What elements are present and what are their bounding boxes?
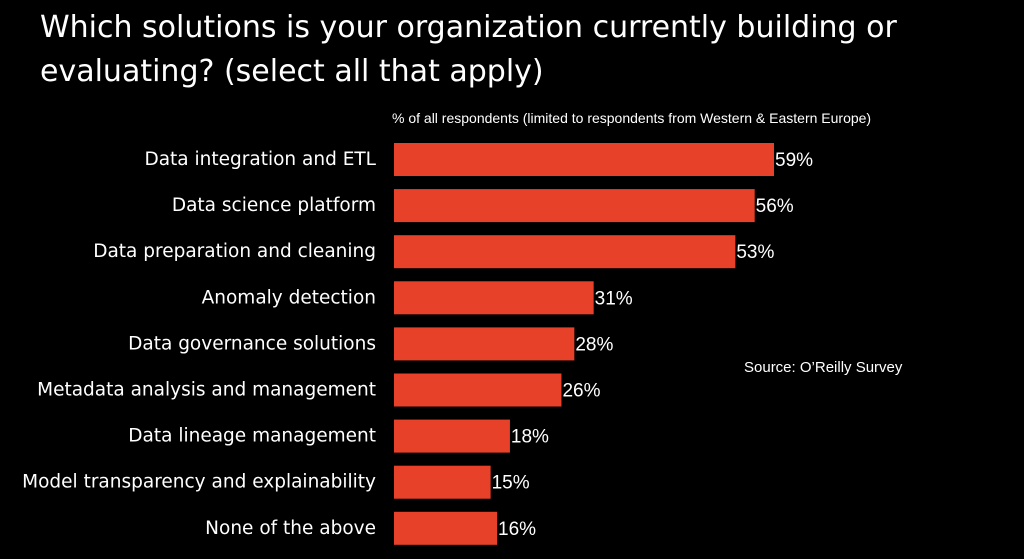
value-label: 16% xyxy=(498,519,536,540)
category-label: Data preparation and cleaning xyxy=(93,241,376,262)
bar-data-lineage-management xyxy=(394,419,510,453)
bar-data-science-platform xyxy=(394,189,755,223)
category-label: Data integration and ETL xyxy=(144,149,376,170)
value-label: 53% xyxy=(736,242,774,263)
bar-model-transparency-and-explainability xyxy=(394,465,491,499)
value-label: 59% xyxy=(775,150,813,171)
source-note: Source: O’Reilly Survey xyxy=(744,359,903,376)
category-label: Data science platform xyxy=(172,195,376,216)
bar-data-preparation-and-cleaning xyxy=(394,235,736,269)
chart-title: Which solutions is your organization cur… xyxy=(40,10,897,89)
value-label: 31% xyxy=(595,288,633,309)
category-label: Data governance solutions xyxy=(128,333,376,354)
category-label: Model transparency and explainability xyxy=(22,472,376,493)
value-label: 18% xyxy=(511,427,549,448)
bar-data-integration-and-etl xyxy=(394,143,774,176)
bar-anomaly-detection xyxy=(394,281,594,315)
value-label: 15% xyxy=(492,473,530,494)
category-label: Metadata analysis and management xyxy=(37,380,376,401)
category-label: Data lineage management xyxy=(128,426,376,447)
bar-metadata-analysis-and-management xyxy=(394,373,562,407)
value-label: 28% xyxy=(575,334,613,355)
bar-data-governance-solutions xyxy=(394,327,575,361)
category-label: None of the above xyxy=(205,518,376,539)
value-label: 26% xyxy=(562,381,600,402)
value-label: 56% xyxy=(756,196,794,217)
bar-none-of-the-above xyxy=(394,511,498,545)
chart-subtitle: % of all respondents (limited to respond… xyxy=(392,110,872,126)
category-label: Anomaly detection xyxy=(202,287,376,308)
